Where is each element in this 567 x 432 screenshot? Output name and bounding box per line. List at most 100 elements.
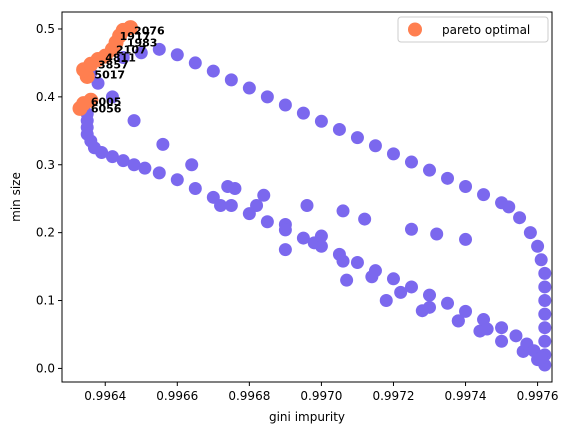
- data-point: [336, 204, 350, 218]
- data-point: [300, 198, 314, 212]
- x-tick-label: 0.9974: [445, 389, 487, 403]
- data-point: [332, 122, 346, 136]
- data-point: [278, 98, 292, 112]
- data-point: [278, 223, 292, 237]
- data-point: [188, 56, 202, 70]
- y-axis-label: min size: [9, 172, 23, 222]
- data-point: [513, 211, 527, 225]
- data-point: [423, 288, 436, 302]
- data-point: [224, 73, 238, 87]
- data-point: [242, 207, 256, 221]
- data-point: [134, 46, 148, 60]
- data-point: [314, 239, 328, 253]
- data-point: [296, 231, 310, 245]
- data-point: [127, 114, 141, 128]
- point-id-label: 2107: [116, 43, 147, 56]
- data-point: [228, 182, 242, 196]
- data-point: [502, 200, 516, 214]
- legend-label-pareto: pareto optimal: [442, 23, 530, 37]
- data-point: [224, 198, 238, 212]
- data-point: [368, 139, 382, 153]
- data-point: [495, 334, 509, 348]
- data-point: [105, 150, 119, 164]
- data-point: [156, 137, 170, 151]
- y-tick-label: 0.2: [36, 226, 55, 240]
- data-point: [188, 182, 202, 196]
- data-point: [138, 161, 152, 175]
- data-point: [170, 48, 184, 62]
- data-point: [538, 334, 552, 348]
- data-point: [423, 163, 436, 177]
- data-point: [379, 294, 393, 308]
- legend: pareto optimal: [397, 16, 549, 43]
- data-point: [459, 304, 473, 318]
- data-point: [386, 272, 400, 286]
- x-axis: 0.9964 0.9966 0.9968 0.9970 0.9972 0.9974 0.99…: [84, 382, 559, 403]
- data-point: [459, 232, 473, 246]
- legend-box: [397, 16, 549, 43]
- y-tick-label: 0.1: [36, 294, 55, 308]
- data-point: [386, 147, 400, 161]
- point-id-label: 3857: [98, 58, 129, 71]
- data-point: [509, 329, 523, 343]
- data-point: [538, 266, 552, 280]
- data-point: [206, 64, 220, 78]
- data-point: [441, 171, 455, 185]
- data-point: [534, 253, 548, 267]
- point-id-label: 6005: [91, 96, 122, 109]
- data-point: [185, 158, 199, 172]
- data-point: [127, 158, 141, 172]
- data-point: [534, 351, 548, 365]
- data-point: [350, 256, 364, 270]
- data-point: [404, 222, 418, 236]
- points-layer: [72, 20, 552, 372]
- point-id-label: 4811: [105, 51, 136, 64]
- y-axis: 0.0 0.1 0.2 0.3 0.4 0.5: [36, 22, 62, 375]
- data-point: [477, 188, 491, 202]
- data-point: [368, 264, 382, 278]
- data-point: [116, 154, 130, 168]
- point-id-label: 5017: [94, 68, 125, 81]
- point-id-label: 2076: [134, 24, 165, 37]
- data-point: [332, 247, 346, 261]
- data-point: [116, 50, 130, 64]
- legend-marker-pareto: [408, 22, 422, 37]
- data-point: [451, 314, 465, 328]
- data-point: [538, 321, 552, 335]
- point-id-label: 1983: [127, 37, 158, 50]
- data-point: [260, 215, 274, 229]
- data-point: [441, 296, 455, 310]
- data-point: [95, 146, 109, 160]
- y-tick-label: 0.5: [36, 22, 55, 36]
- data-point: [214, 198, 228, 212]
- data-point: [170, 173, 184, 187]
- x-tick-label: 0.9968: [228, 389, 270, 403]
- data-point: [538, 294, 552, 308]
- point-id-label: 6056: [91, 102, 122, 115]
- data-point: [257, 188, 271, 202]
- data-point: [430, 227, 444, 241]
- data-point: [152, 166, 166, 180]
- data-point: [459, 179, 473, 193]
- data-point: [538, 307, 552, 321]
- data-point: [296, 106, 310, 120]
- pareto-point: [83, 92, 99, 108]
- data-point: [105, 90, 119, 104]
- y-tick-label: 0.0: [36, 361, 55, 375]
- data-point: [314, 114, 328, 128]
- data-point: [350, 131, 364, 145]
- data-point: [538, 280, 552, 294]
- data-point: [415, 304, 429, 318]
- x-tick-label: 0.9976: [517, 389, 559, 403]
- data-point: [260, 90, 274, 104]
- data-point: [152, 42, 166, 56]
- x-tick-label: 0.9972: [372, 389, 414, 403]
- y-tick-label: 0.3: [36, 158, 55, 172]
- data-point: [394, 285, 408, 299]
- x-tick-label: 0.9970: [300, 389, 342, 403]
- plot-frame: [61, 11, 553, 383]
- y-tick-label: 0.4: [36, 90, 55, 104]
- data-point: [358, 212, 372, 226]
